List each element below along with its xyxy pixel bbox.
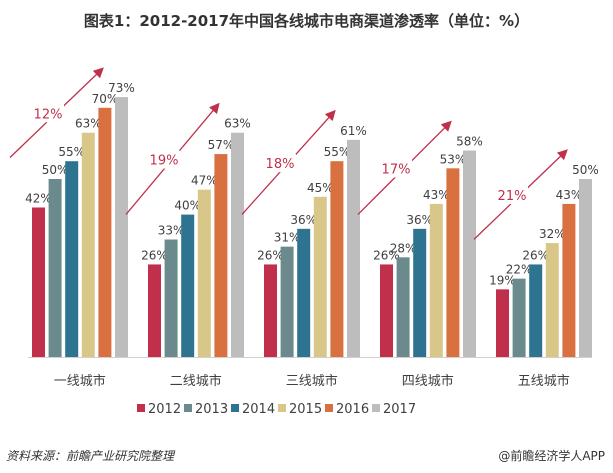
data-label: 36% — [406, 213, 433, 227]
bar-2015-0 — [81, 132, 95, 357]
data-label: 53% — [440, 152, 467, 166]
data-label: 42% — [25, 191, 52, 205]
legend-swatch-2017 — [372, 404, 380, 412]
data-label: 55% — [324, 145, 351, 159]
bar-2016-3 — [446, 168, 460, 357]
bar-2015-2 — [313, 196, 327, 357]
bar-2014-1 — [181, 214, 195, 357]
bar-2017-1 — [231, 132, 244, 357]
bar-2013-3 — [396, 257, 410, 357]
data-label: 22% — [506, 263, 533, 277]
data-label: 40% — [174, 199, 201, 213]
bar-2014-3 — [413, 228, 427, 357]
data-label: 33% — [158, 224, 185, 238]
bar-2013-4 — [512, 278, 526, 357]
legend-label: 2015 — [289, 402, 322, 417]
legend-swatch-2015 — [278, 404, 286, 412]
legend-label: 2016 — [336, 402, 369, 417]
growth-label-bg — [380, 159, 412, 178]
data-label: 57% — [208, 138, 235, 152]
bar-2017-3 — [463, 150, 476, 357]
data-label: 36% — [290, 213, 317, 227]
bar-2013-1 — [164, 239, 178, 357]
data-label: 43% — [556, 188, 583, 202]
data-label: 26% — [522, 248, 549, 262]
bar-2017-2 — [347, 139, 360, 357]
growth-label: 19% — [150, 154, 179, 169]
bar-2012-1 — [148, 264, 161, 357]
data-label: 32% — [539, 227, 566, 241]
legend-swatch-2012 — [137, 404, 145, 412]
growth-label: 17% — [382, 162, 411, 177]
data-label: 70% — [92, 92, 119, 106]
legend-label: 2013 — [195, 402, 228, 417]
bar-2016-0 — [98, 107, 112, 357]
growth-label: 21% — [498, 189, 527, 204]
bar-2015-1 — [197, 189, 211, 357]
data-label: 47% — [191, 174, 218, 188]
data-label: 28% — [390, 241, 417, 255]
bar-2016-4 — [562, 203, 576, 357]
growth-label-bg — [264, 154, 296, 173]
data-label: 61% — [340, 124, 367, 138]
growth-label: 18% — [266, 157, 295, 172]
bar-2015-4 — [545, 243, 559, 357]
data-label: 26% — [373, 248, 400, 262]
category-label: 四线城市 — [402, 373, 454, 389]
legend-swatch-2013 — [184, 404, 192, 412]
bar-2017-4 — [579, 179, 592, 357]
bar-2012-4 — [496, 289, 509, 357]
bar-2016-1 — [214, 154, 228, 357]
chart-title: 图表1：2012-2017年中国各线城市电商渠道渗透率（单位：%） — [83, 12, 530, 30]
data-label: 43% — [423, 188, 450, 202]
data-label: 19% — [489, 273, 516, 287]
credit-note: @前瞻经济学人APP — [498, 449, 605, 463]
legend-label: 2017 — [383, 402, 416, 417]
data-label: 45% — [307, 181, 334, 195]
data-label: 50% — [42, 163, 69, 177]
bar-2012-3 — [380, 264, 393, 357]
legend-label: 2014 — [242, 402, 275, 417]
data-label: 63% — [75, 117, 102, 131]
category-label: 二线城市 — [170, 373, 222, 389]
data-label: 73% — [108, 81, 135, 95]
legend-swatch-2014 — [231, 404, 239, 412]
data-label: 58% — [456, 135, 483, 149]
bar-2013-2 — [280, 246, 294, 357]
category-label: 五线城市 — [518, 373, 570, 389]
data-label: 31% — [274, 231, 301, 245]
bar-2016-2 — [330, 161, 344, 357]
data-label: 50% — [572, 163, 599, 177]
data-label: 63% — [224, 117, 251, 131]
data-label: 26% — [257, 248, 284, 262]
growth-label: 12% — [34, 107, 63, 122]
growth-label-bg — [148, 150, 180, 169]
data-label: 55% — [58, 145, 85, 159]
data-label: 26% — [141, 248, 168, 262]
bar-2014-2 — [297, 228, 311, 357]
bar-2014-0 — [65, 161, 79, 357]
growth-label-bg — [32, 104, 64, 123]
bar-2012-2 — [264, 264, 277, 357]
bar-2015-3 — [429, 203, 443, 357]
bar-2013-0 — [48, 179, 62, 357]
bar-2012-0 — [32, 207, 45, 357]
growth-label-bg — [496, 186, 528, 205]
category-label: 三线城市 — [286, 373, 338, 389]
bar-2014-4 — [529, 264, 543, 357]
legend-label: 2012 — [148, 402, 181, 417]
legend-swatch-2016 — [325, 404, 333, 412]
source-note: 资料来源：前瞻产业研究院整理 — [6, 449, 175, 463]
category-label: 一线城市 — [54, 373, 106, 389]
bar-2017-0 — [115, 97, 128, 358]
